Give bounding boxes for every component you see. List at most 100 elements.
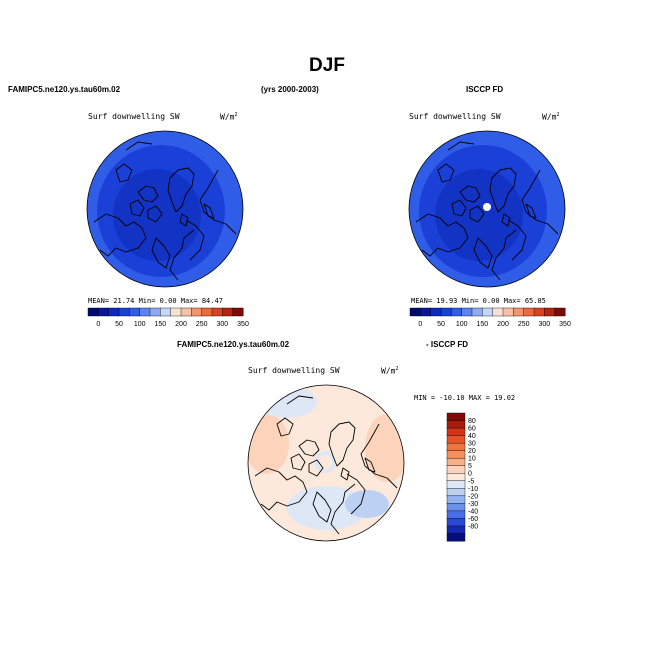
model-case-header: FAMIPC5.ne120.ys.tau60m.02	[8, 85, 121, 94]
diff-colorbar-swatch-2	[446, 427, 466, 437]
colorbar-swatch-3	[118, 307, 130, 317]
diff-pole-ring	[314, 451, 336, 473]
diff-colorbar-tick-label: 20	[468, 448, 476, 455]
coastline-7	[169, 229, 195, 281]
map-border	[86, 130, 244, 288]
diff-colorbar-tick-label: 5	[468, 463, 472, 470]
diff-colorbar-swatch-7	[446, 465, 466, 474]
colorbar-swatch-9	[180, 307, 192, 317]
map-border	[408, 130, 566, 288]
diff-colorbar-swatch-16	[446, 533, 466, 542]
coastline-3	[147, 205, 163, 223]
colorbar-swatch-9	[502, 307, 514, 317]
coastline-5	[286, 395, 314, 405]
diff-colorbar-swatch-5	[446, 450, 466, 459]
obs-header: ISCCP FD	[466, 85, 504, 94]
diff-warm-west	[248, 414, 289, 474]
colorbar-tick-label: 0	[418, 321, 422, 328]
coastline-6	[521, 169, 559, 235]
coastline-5	[125, 141, 153, 151]
colorbar-swatch-10	[191, 307, 203, 317]
diff-colorbar-tick-label: -80	[468, 523, 478, 530]
colorbar-swatch-11	[523, 307, 535, 317]
diff-colorbar-swatch-8	[446, 473, 466, 482]
colorbar-swatch-12	[533, 307, 545, 317]
colorbar-swatch-11	[201, 307, 213, 317]
diff-colorbar-tick-label: -5	[468, 478, 474, 485]
obs-variable-label: Surf downwelling SW	[409, 112, 501, 121]
coastline-3	[308, 459, 324, 477]
diff-colorbar-tick-label: -60	[468, 516, 478, 523]
colorbar-swatch-10	[513, 307, 525, 317]
colorbar-tick-label: 50	[437, 321, 445, 328]
colorbar-swatch-13	[222, 307, 234, 317]
missing-data-pole	[483, 203, 491, 211]
coastline-3	[469, 205, 485, 223]
obs-stats: MEAN= 19.93 Min= 0.00 Max= 65.85	[411, 297, 546, 305]
colorbar-swatch-4	[451, 307, 463, 317]
colorbar-swatch-12	[211, 307, 223, 317]
obs-units-label: W/m2	[542, 112, 560, 122]
coastline-0	[167, 167, 195, 213]
colorbar-tick-label: 200	[175, 321, 187, 328]
colorbar-tick-label: 100	[456, 321, 468, 328]
coastline-2	[451, 199, 467, 217]
colorbar-tick-label: 300	[538, 321, 550, 328]
coastline-1	[459, 185, 481, 203]
colorbar-swatch-1	[420, 307, 432, 317]
colorbar-swatch-0	[409, 307, 421, 317]
coastline-8	[346, 473, 366, 515]
colorbar-swatch-6	[471, 307, 483, 317]
diff-model-header: FAMIPC5.ne120.ys.tau60m.02	[177, 340, 290, 349]
coastline-11	[525, 203, 537, 219]
diff-colorbar-tick-label: -10	[468, 486, 478, 493]
diff-cool-south	[287, 486, 367, 530]
diff-minmax-label: MIN = -10.10 MAX = 19.02	[414, 394, 516, 402]
model-stats: MEAN= 21.74 Min= 0.00 Max= 84.47	[88, 297, 223, 305]
coastline-9	[151, 237, 171, 269]
colorbar-tick-label: 150	[476, 321, 488, 328]
diff-colorbar-swatch-10	[446, 488, 466, 497]
model-units-label: W/m2	[220, 112, 238, 122]
colorbar-swatch-0	[87, 307, 99, 317]
colorbar-tick-label: 350	[237, 321, 249, 328]
colorbar-tick-label: 50	[115, 321, 123, 328]
coastline-9	[312, 491, 332, 523]
colorbar-swatch-8	[492, 307, 504, 317]
model-polar-map	[86, 130, 244, 288]
diff-colorbar-swatch-11	[446, 495, 466, 504]
diff-variable-label: Surf downwelling SW	[248, 366, 340, 375]
years-header: (yrs 2000-2003)	[261, 85, 319, 94]
coastline-0	[328, 421, 356, 467]
diff-colorbar-swatch-14	[446, 518, 466, 527]
colorbar-tick-label: 0	[96, 321, 100, 328]
coastline-6	[199, 169, 237, 235]
obs-colorbar: 0 50 100 150 200 250 300 350	[409, 307, 571, 328]
colorbar-swatch-6	[149, 307, 161, 317]
colorbar-swatch-2	[108, 307, 120, 317]
coastline-2	[290, 453, 306, 471]
colorbar-swatch-14	[232, 307, 244, 317]
diff-colorbar-tick-label: 10	[468, 456, 476, 463]
colorbar-swatch-14	[554, 307, 566, 317]
colorbar-swatch-8	[170, 307, 182, 317]
coastline-11	[364, 457, 376, 473]
coastline-12	[276, 417, 294, 437]
diff-colorbar-swatch-0	[446, 412, 466, 422]
colorbar-swatch-2	[430, 307, 442, 317]
coastline-10	[501, 213, 511, 227]
coastline-6	[360, 423, 398, 489]
colorbar-tick-label: 200	[497, 321, 509, 328]
coastline-7	[330, 483, 356, 535]
coastline-10	[340, 467, 350, 481]
diff-colorbar-swatch-9	[446, 480, 466, 489]
coastline-8	[507, 219, 527, 261]
obs-polar-map	[408, 130, 566, 288]
diff-colorbar-tick-label: 30	[468, 441, 476, 448]
coastline-10	[179, 213, 189, 227]
colorbar-tick-label: 250	[518, 321, 530, 328]
field-core	[435, 169, 523, 261]
coastline-9	[473, 237, 493, 269]
coastline-0	[489, 167, 517, 213]
model-colorbar: 0 50 100 150 200 250 300 350	[87, 307, 249, 328]
